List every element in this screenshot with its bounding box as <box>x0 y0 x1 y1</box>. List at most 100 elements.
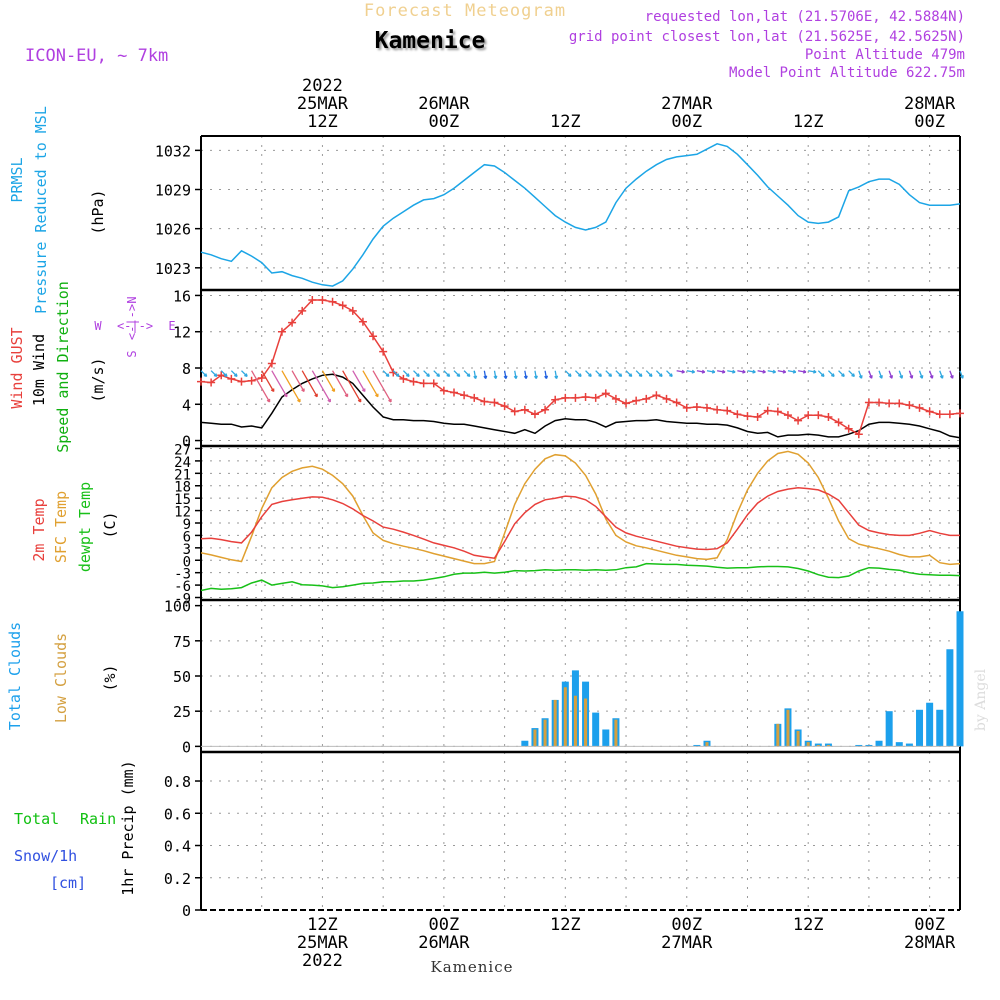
y-tick-label: 50 <box>173 668 191 686</box>
wind-direction-arrowhead <box>929 375 934 379</box>
total-cloud-bar <box>602 729 610 747</box>
y-tick-label: 1029 <box>155 182 191 200</box>
wind-direction-arrowhead <box>554 375 559 380</box>
wind-direction-arrowhead <box>899 375 904 379</box>
wind-gust-marker <box>763 406 772 415</box>
y-tick-label: 100 <box>164 598 191 616</box>
header-point-altitude: Point Altitude 479m <box>805 47 965 63</box>
wind-direction-arrowhead <box>960 375 964 379</box>
wind-gust-marker <box>551 395 560 404</box>
y-tick-label: -9 <box>174 592 191 608</box>
wind-label-3: Speed and Direction <box>54 281 72 453</box>
compass-w: W <box>94 319 102 333</box>
total-cloud-bar <box>885 711 893 747</box>
precip-label-rain: Rain <box>80 810 116 828</box>
wind-gust-marker <box>794 416 803 425</box>
wind-direction-arrowhead <box>567 373 572 378</box>
top-axis-date: 28MAR <box>904 94 956 114</box>
wind-speed-line <box>200 373 961 439</box>
wind-direction-arrowhead <box>868 375 873 379</box>
clouds-label-2: Low Clouds <box>52 633 70 723</box>
wind-gust-marker <box>642 394 651 403</box>
header-location: Kamenice <box>375 28 486 54</box>
y-tick-label: 12 <box>173 324 191 342</box>
wind-gust-marker <box>652 391 661 400</box>
wind-gust-marker <box>723 406 732 415</box>
compass-n: N <box>125 296 139 303</box>
wind-direction-arrowhead <box>473 375 478 380</box>
wind-gust-marker <box>530 410 539 419</box>
wind-gust-marker <box>470 393 479 402</box>
wind-direction-arrowhead <box>483 375 488 380</box>
wind-gust-marker <box>804 411 813 420</box>
wind-gust-marker <box>348 306 357 315</box>
wind-direction-arrowhead <box>301 388 305 393</box>
wind-direction-arrowhead <box>361 388 366 393</box>
wind-gust-marker <box>834 418 843 427</box>
wind-gust-marker <box>490 398 499 407</box>
wind-gust-marker <box>277 327 286 336</box>
wind-gust-marker <box>369 332 378 341</box>
total-cloud-bar <box>693 744 701 747</box>
y-tick-label: 21 <box>174 467 191 483</box>
wind-direction-arrowhead <box>466 373 471 378</box>
bottom-axis-hour: 00Z <box>429 915 460 935</box>
y-tick-label: 1023 <box>155 260 191 278</box>
wind-gust-marker <box>773 407 782 416</box>
total-cloud-bar <box>592 712 600 747</box>
bottom-axis-date: 28MAR <box>904 933 956 953</box>
y-tick-label: 75 <box>173 633 191 651</box>
y-tick-label: 12 <box>174 505 191 521</box>
wind-direction-arrowhead <box>388 398 392 403</box>
low-cloud-bar <box>796 730 800 747</box>
t2m-temp-line <box>200 487 960 560</box>
clouds-label-1: Total Clouds <box>6 622 24 730</box>
wind-gust-marker <box>591 393 600 402</box>
y-tick-label: 9 <box>183 517 191 533</box>
wind-direction-arrowhead <box>283 393 288 398</box>
wind-direction-arrow <box>331 370 349 398</box>
wind-direction-arrowhead <box>578 373 582 378</box>
wind-direction-arrowhead <box>426 373 430 378</box>
header-subtitle: Forecast Meteogram <box>364 1 566 21</box>
wind-direction-arrowhead <box>436 373 441 378</box>
wind-direction-arrowhead <box>813 369 817 374</box>
wind-direction-arrowhead <box>405 373 410 378</box>
wind-gust-marker <box>247 376 256 385</box>
low-cloud-bar <box>776 723 780 747</box>
low-cloud-bar <box>573 695 577 747</box>
wind-gust-marker <box>824 412 833 421</box>
wind-direction-arrowhead <box>841 373 845 378</box>
y-tick-label: 1026 <box>155 221 191 239</box>
wind-direction-arrowhead <box>344 393 349 398</box>
wind-gust-marker <box>267 359 276 368</box>
low-cloud-bar <box>553 699 557 747</box>
top-axis-date: 26MAR <box>418 94 470 114</box>
wind-direction-arrowhead <box>909 375 914 379</box>
wind-direction-arrowhead <box>203 373 208 378</box>
wind-gust-marker <box>197 377 205 386</box>
wind-gust-marker <box>328 297 337 306</box>
wind-direction-arrow <box>291 370 305 392</box>
wind-direction-arrowhead <box>879 375 883 379</box>
footer-location: Kamenice <box>431 958 514 976</box>
wind-gust-marker <box>925 407 934 416</box>
wind-direction-arrowhead <box>669 373 673 378</box>
wind-label-2: 10m Wind <box>30 334 48 406</box>
header-requested: requested lon,lat (21.5706E, 42.5884N) <box>645 9 965 25</box>
wind-gust-marker <box>338 301 347 310</box>
wind-direction-arrowhead <box>456 373 461 378</box>
temp-label-1: 2m Temp <box>30 498 48 561</box>
wind-gust-line <box>200 299 961 436</box>
wind-direction-arrowhead <box>513 375 518 380</box>
wind-direction-arrow <box>271 370 288 398</box>
wind-direction-arrowhead <box>446 373 451 378</box>
total-cloud-bar <box>936 709 944 747</box>
wind-direction-arrowhead <box>831 373 835 378</box>
wind-direction-arrowhead <box>762 369 766 374</box>
bottom-axis-hour: 12Z <box>793 915 824 935</box>
pressure-label-1: PRMSL <box>8 157 26 202</box>
compass-cross: <-|-> <box>117 319 153 333</box>
precip-label-axis: 1hr Precip (mm) <box>119 760 137 895</box>
